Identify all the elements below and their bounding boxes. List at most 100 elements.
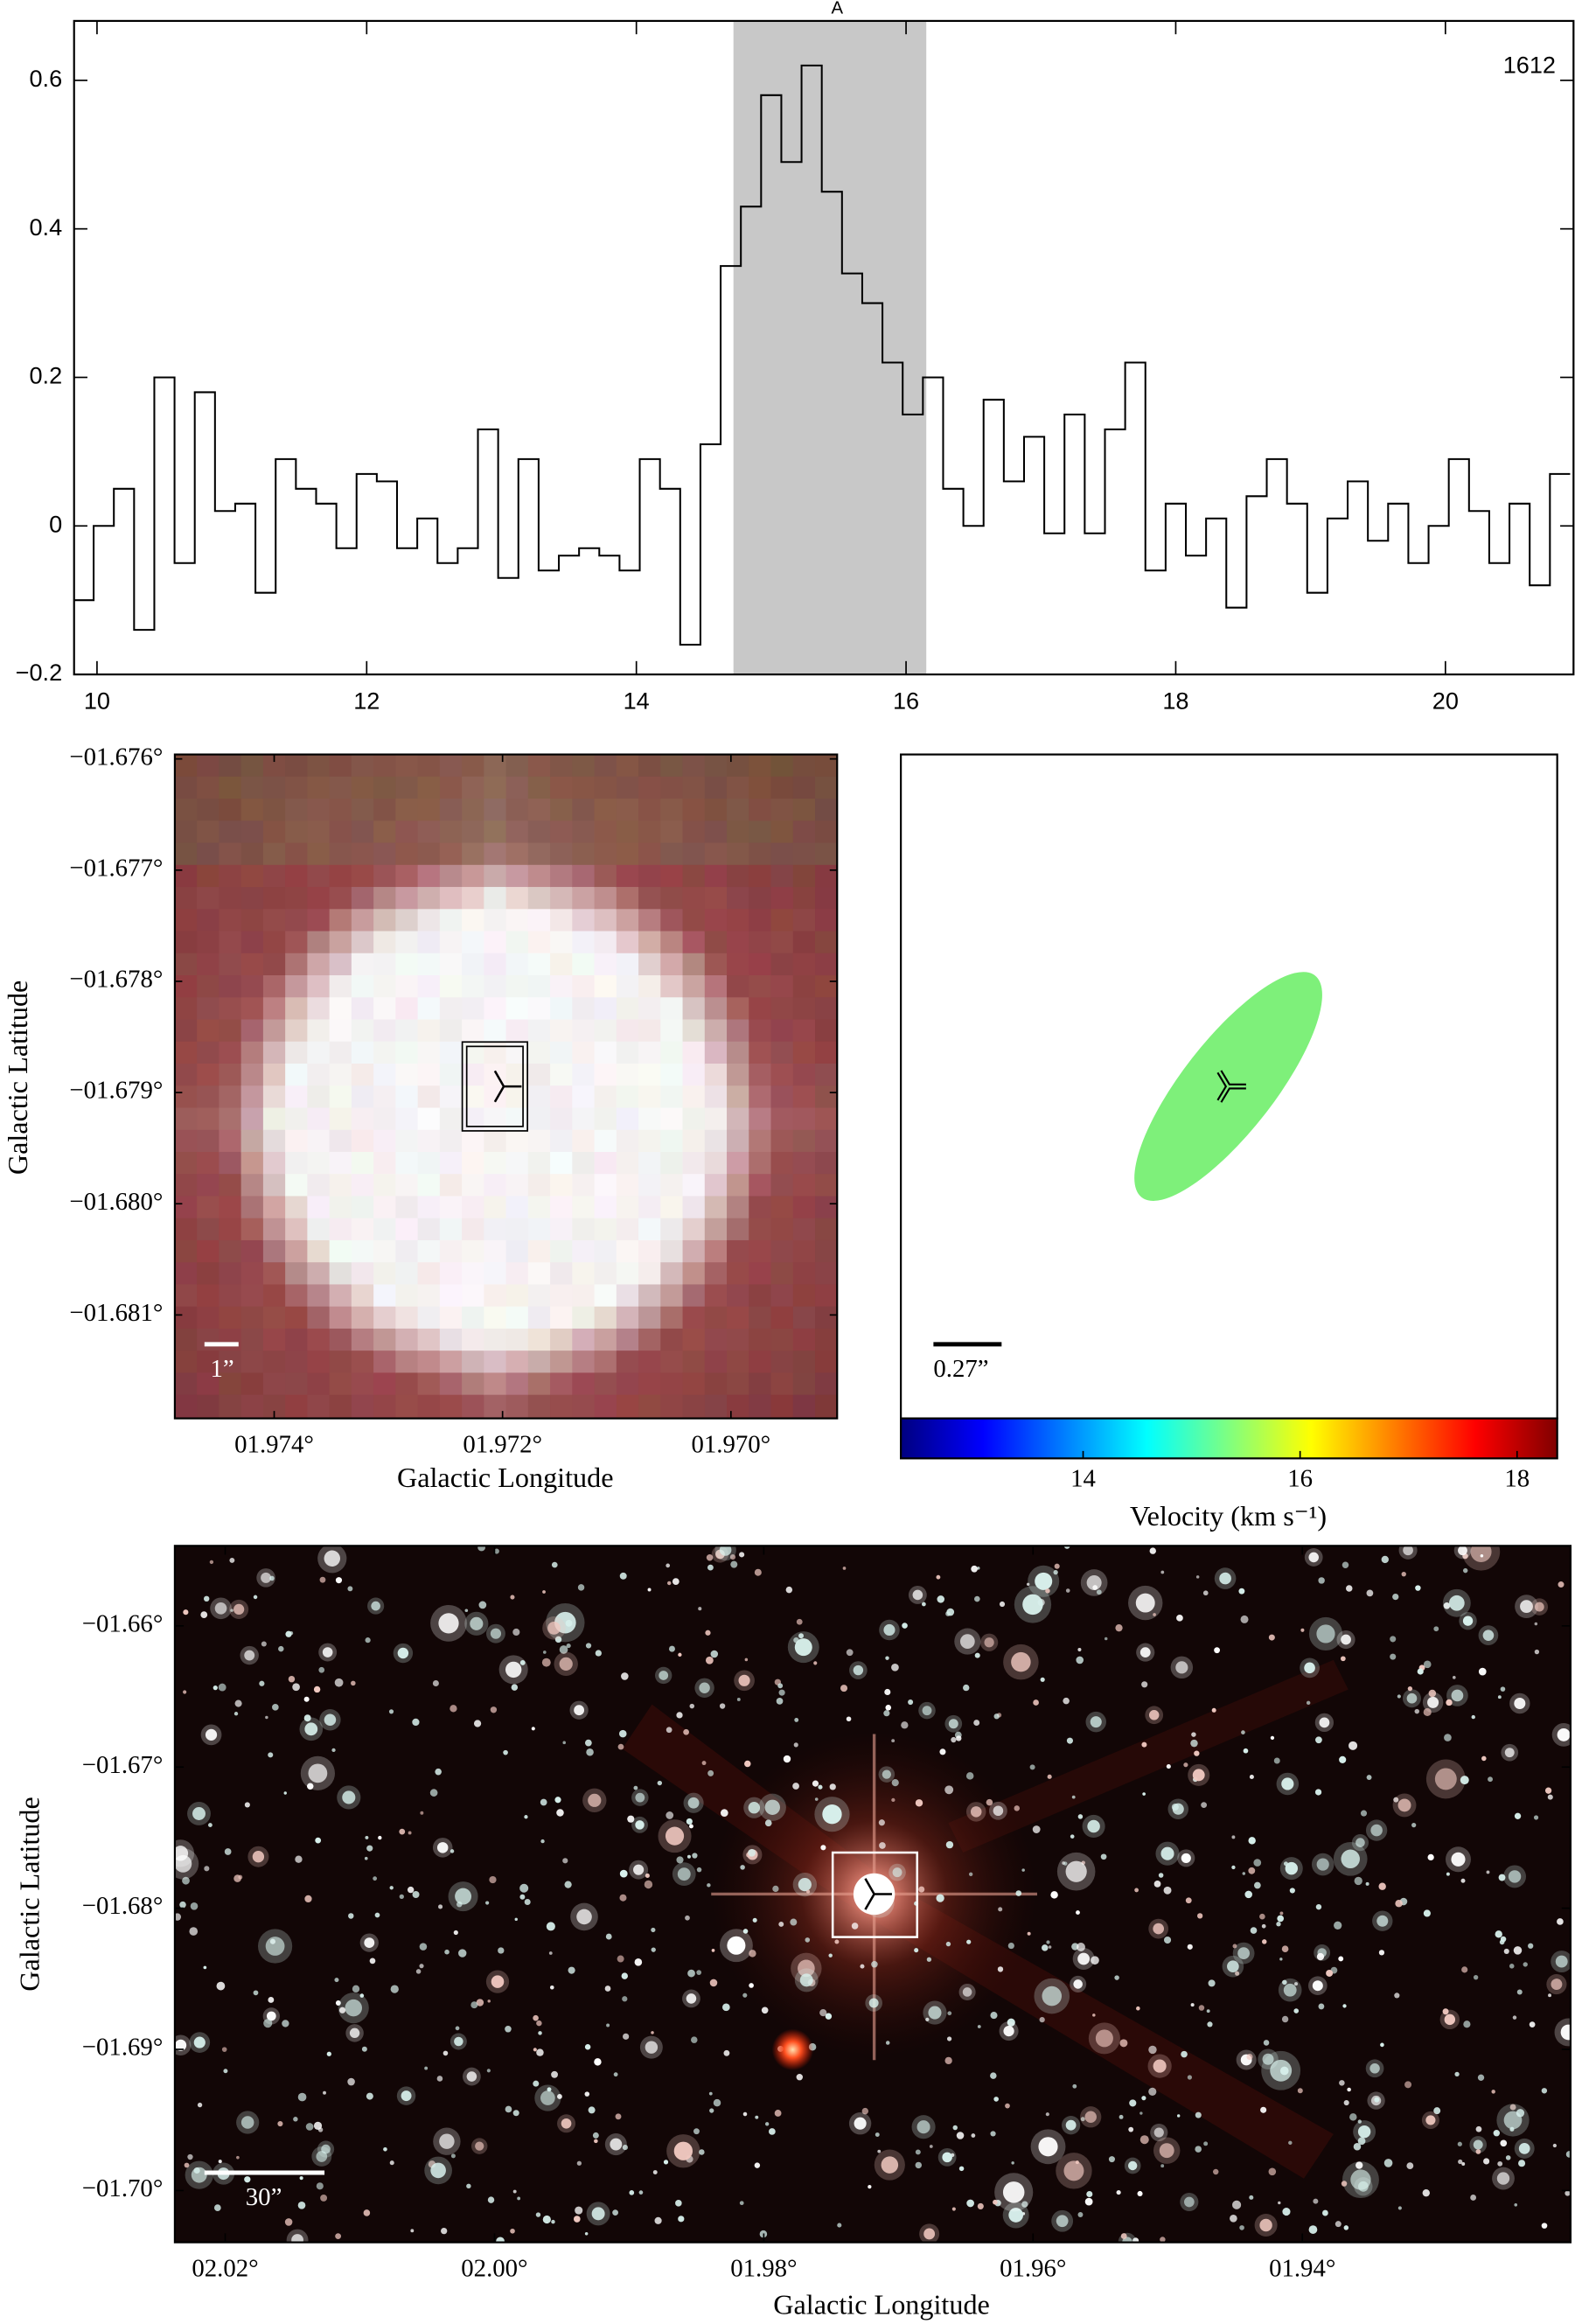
star [1393, 1797, 1399, 1803]
image-pixel [682, 975, 706, 999]
star [1509, 2104, 1516, 2111]
star [424, 2066, 429, 2070]
star [438, 1613, 459, 1634]
star [299, 2176, 303, 2181]
image-pixel [240, 1284, 264, 1308]
star [316, 2182, 324, 2190]
star [698, 1607, 702, 1611]
image-pixel [682, 1328, 706, 1352]
image-pixel [174, 909, 199, 932]
image-pixel [704, 1239, 728, 1264]
image-pixel [285, 931, 309, 954]
image-pixel [174, 1129, 199, 1153]
star [1194, 1750, 1200, 1756]
image-pixel [749, 1284, 772, 1308]
image-pixel [373, 1041, 397, 1065]
image-pixel [240, 1041, 264, 1065]
image-pixel [373, 820, 397, 844]
image-pixel [240, 909, 264, 932]
star [709, 2108, 714, 2113]
image-pixel [616, 1372, 640, 1396]
image-pixel [351, 1151, 375, 1176]
image-pixel [262, 1196, 287, 1219]
image-pixel [439, 975, 463, 999]
star [1427, 1696, 1439, 1708]
image-pixel [197, 953, 220, 977]
image-pixel [285, 887, 309, 911]
y-tick-label: −01.679° [69, 1077, 163, 1105]
star [335, 2233, 342, 2240]
star [244, 1802, 250, 1808]
star [1555, 1955, 1568, 1968]
star [283, 1791, 287, 1795]
star [524, 1815, 528, 1819]
image-pixel [197, 1284, 220, 1308]
image-pixel [307, 1019, 331, 1043]
image-pixel [616, 1218, 640, 1241]
image-pixel [174, 1196, 199, 1219]
star [713, 2098, 721, 2107]
image-pixel [417, 1372, 441, 1396]
image-pixel [572, 887, 596, 911]
x-tick-label: 20 [1432, 687, 1459, 714]
star [1434, 1768, 1457, 1790]
star [1544, 1787, 1552, 1794]
image-pixel [527, 887, 552, 911]
image-pixel [197, 754, 220, 778]
image-pixel [351, 1196, 375, 1219]
image-pixel [727, 754, 750, 778]
star [944, 1785, 954, 1795]
star [1277, 1915, 1285, 1923]
star [399, 1894, 404, 1900]
colorbar-tick-label: 18 [1504, 1464, 1530, 1492]
image-pixel [815, 754, 838, 778]
x-axis-label: Galactic Longitude [773, 2289, 990, 2321]
image-pixel [505, 1019, 529, 1043]
star [1219, 1572, 1231, 1585]
star [1195, 1575, 1200, 1579]
star [584, 1739, 592, 1747]
image-pixel [770, 1129, 794, 1153]
star [881, 2156, 899, 2174]
star [1253, 1859, 1262, 1867]
image-pixel [527, 997, 552, 1021]
star [1227, 1960, 1239, 1972]
image-pixel [527, 1196, 552, 1219]
image-pixel [395, 799, 419, 822]
image-pixel [307, 1151, 331, 1176]
star [342, 1790, 356, 1804]
star [1136, 2006, 1140, 2011]
star [1473, 2139, 1483, 2150]
image-pixel [594, 1085, 617, 1109]
image-pixel [505, 887, 529, 911]
star [1153, 1881, 1161, 1888]
image-pixel [792, 864, 817, 889]
image-pixel [285, 1064, 309, 1087]
image-pixel [395, 1064, 419, 1087]
star [1528, 1943, 1534, 1949]
star [892, 1867, 902, 1878]
image-pixel [594, 1372, 617, 1396]
image-pixel [527, 931, 552, 954]
image-pixel [285, 1350, 309, 1374]
image-pixel [197, 1064, 220, 1087]
star [721, 2003, 730, 2012]
star [1128, 2126, 1134, 2132]
star [349, 2027, 360, 2039]
highlight-band [733, 20, 927, 675]
image-pixel [417, 1129, 441, 1153]
image-pixel [395, 1174, 419, 1197]
star [977, 2202, 984, 2209]
image-pixel [373, 1328, 397, 1352]
image-pixel [660, 997, 684, 1021]
star [777, 1683, 784, 1689]
image-pixel [550, 1085, 574, 1109]
image-pixel [307, 1350, 331, 1374]
star [946, 1608, 955, 1616]
image-pixel [616, 1041, 640, 1065]
image-pixel [682, 1218, 706, 1241]
star [1076, 1910, 1080, 1916]
image-pixel [682, 754, 706, 778]
image-pixel [660, 1064, 684, 1087]
star [464, 1609, 469, 1613]
